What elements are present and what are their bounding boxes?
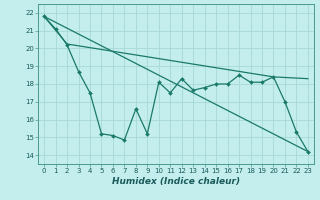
- X-axis label: Humidex (Indice chaleur): Humidex (Indice chaleur): [112, 177, 240, 186]
